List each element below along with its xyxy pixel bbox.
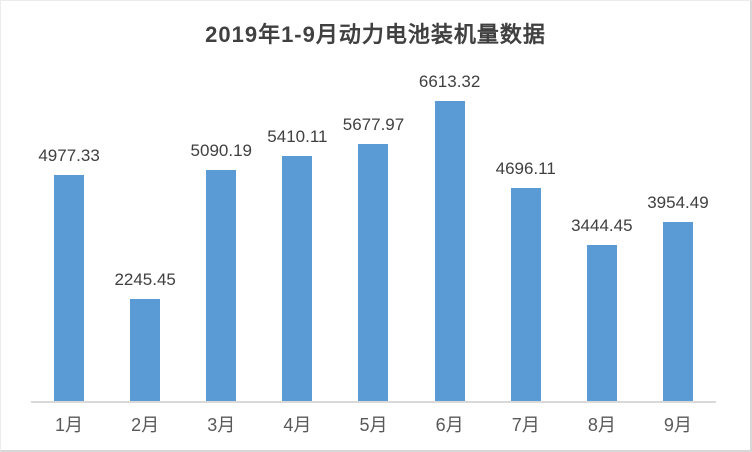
x-axis-tick-label: 6月 <box>435 415 464 435</box>
bar-column: 6613.32 <box>412 61 488 401</box>
bar-value-label: 4977.33 <box>38 146 100 166</box>
bar-column: 5090.19 <box>183 61 259 401</box>
bar <box>662 221 693 401</box>
x-axis-tick-label: 4月 <box>283 415 312 435</box>
x-axis-tick-label: 5月 <box>359 415 388 435</box>
bar <box>434 101 465 401</box>
bars-row: 4977.33 2245.45 5090.19 5410.11 5677.97 6613.… <box>31 61 716 403</box>
bar <box>54 175 85 401</box>
bar-column: 3954.49 <box>640 61 716 401</box>
bar-value-label: 5410.11 <box>267 126 328 146</box>
bar <box>282 155 313 401</box>
x-axis-tick-label: 2月 <box>131 415 160 435</box>
bar <box>358 143 389 401</box>
bar-value-label: 2245.45 <box>114 270 176 290</box>
bar-column: 5410.11 <box>259 61 335 401</box>
plot-area: 4977.33 2245.45 5090.19 5410.11 5677.97 6613.… <box>23 61 724 450</box>
chart-title: 2019年1-9月动力电池装机量数据 <box>205 22 546 47</box>
x-axis-tick-label: 9月 <box>663 415 692 435</box>
bar <box>206 170 237 401</box>
bar <box>586 244 617 401</box>
bar-column: 3444.45 <box>564 61 640 401</box>
x-axis-tick-label: 3月 <box>207 415 236 435</box>
bar-value-label: 6613.32 <box>418 72 481 92</box>
x-axis-tick-label: 8月 <box>587 415 616 435</box>
x-axis-tick-label: 1月 <box>55 415 84 435</box>
bar <box>130 299 161 401</box>
bar-value-label: 5090.19 <box>190 141 252 161</box>
x-axis-tick-label: 7月 <box>511 415 540 435</box>
bar-column: 4696.11 <box>488 61 564 401</box>
bar-value-label: 5677.97 <box>342 114 405 134</box>
bar-column: 2245.45 <box>107 61 183 401</box>
x-axis-labels: 1月 2月 3月 4月 5月 6月 7月 8月 9月 <box>31 411 716 437</box>
bar <box>510 188 541 401</box>
bar-value-label: 3954.49 <box>647 192 709 212</box>
bar-column: 4977.33 <box>31 61 107 401</box>
bar-value-label: 3444.45 <box>571 215 633 235</box>
bar-value-label: 4696.11 <box>495 159 556 179</box>
bar-column: 5677.97 <box>335 61 411 401</box>
